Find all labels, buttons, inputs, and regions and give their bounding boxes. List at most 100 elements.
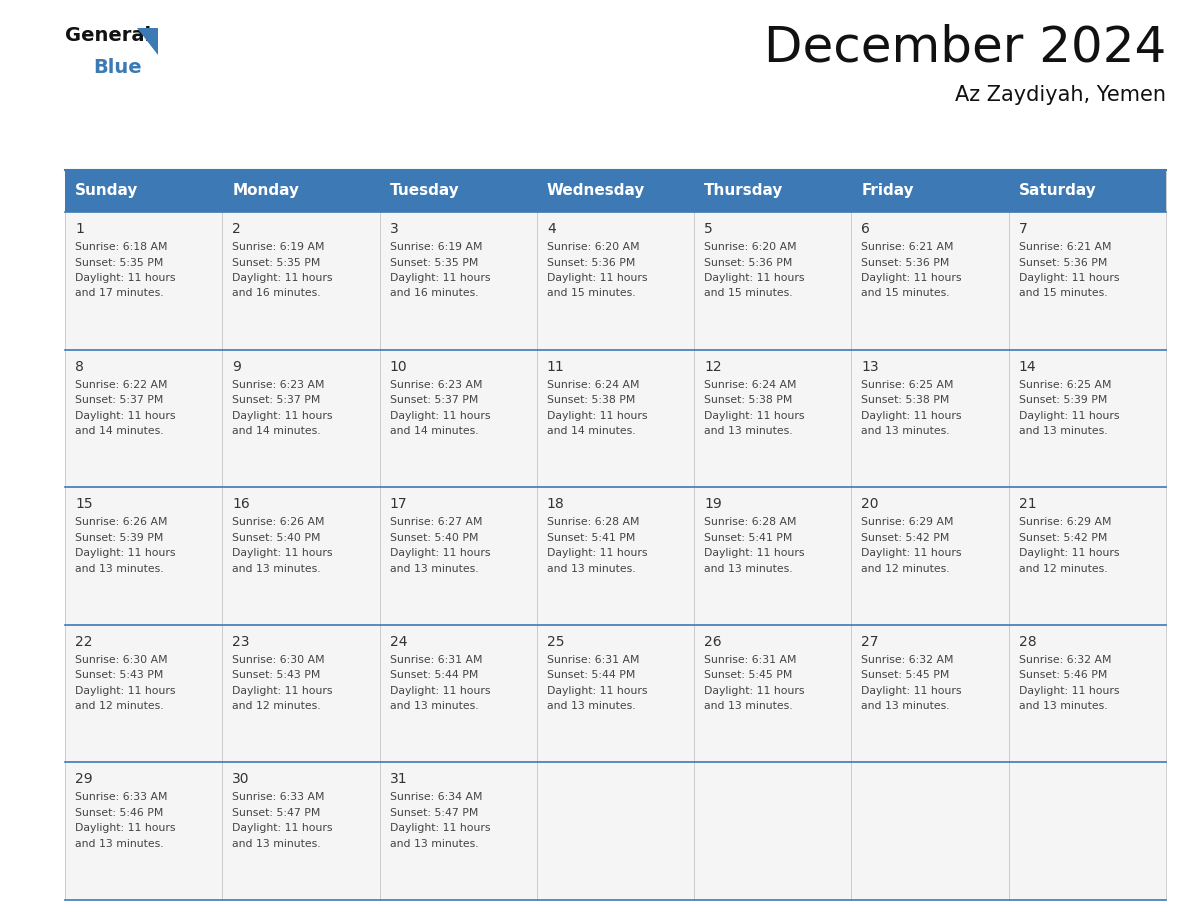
- Text: Sunset: 5:46 PM: Sunset: 5:46 PM: [75, 808, 164, 818]
- Text: and 15 minutes.: and 15 minutes.: [1019, 288, 1107, 298]
- Text: 7: 7: [1019, 222, 1028, 236]
- Text: Sunset: 5:38 PM: Sunset: 5:38 PM: [546, 395, 636, 405]
- Text: 27: 27: [861, 635, 879, 649]
- Bar: [852, 487, 1009, 625]
- Bar: [222, 487, 380, 625]
- Text: Sunset: 5:41 PM: Sunset: 5:41 PM: [704, 532, 792, 543]
- Text: and 13 minutes.: and 13 minutes.: [233, 839, 321, 849]
- Text: 11: 11: [546, 360, 564, 374]
- Text: Sunset: 5:37 PM: Sunset: 5:37 PM: [390, 395, 478, 405]
- Bar: [222, 212, 380, 350]
- Text: Daylight: 11 hours: Daylight: 11 hours: [704, 410, 804, 420]
- Text: 19: 19: [704, 498, 722, 511]
- Bar: [537, 350, 694, 487]
- Bar: [694, 350, 852, 487]
- Text: 3: 3: [390, 222, 398, 236]
- Text: and 14 minutes.: and 14 minutes.: [75, 426, 164, 436]
- Text: Sunrise: 6:26 AM: Sunrise: 6:26 AM: [75, 517, 168, 527]
- Bar: [852, 763, 1009, 900]
- Text: Daylight: 11 hours: Daylight: 11 hours: [390, 548, 491, 558]
- Text: Daylight: 11 hours: Daylight: 11 hours: [390, 273, 491, 283]
- Text: Daylight: 11 hours: Daylight: 11 hours: [75, 273, 176, 283]
- Text: and 17 minutes.: and 17 minutes.: [75, 288, 164, 298]
- Text: Sunset: 5:35 PM: Sunset: 5:35 PM: [233, 258, 321, 267]
- Text: Sunrise: 6:21 AM: Sunrise: 6:21 AM: [861, 242, 954, 252]
- Text: 1: 1: [75, 222, 84, 236]
- Text: Sunrise: 6:31 AM: Sunrise: 6:31 AM: [546, 655, 639, 665]
- Text: Sunset: 5:43 PM: Sunset: 5:43 PM: [233, 670, 321, 680]
- Text: and 13 minutes.: and 13 minutes.: [233, 564, 321, 574]
- Bar: [65, 763, 222, 900]
- Text: Sunrise: 6:19 AM: Sunrise: 6:19 AM: [233, 242, 324, 252]
- Text: Sunset: 5:37 PM: Sunset: 5:37 PM: [233, 395, 321, 405]
- Text: and 13 minutes.: and 13 minutes.: [1019, 426, 1107, 436]
- Text: and 13 minutes.: and 13 minutes.: [390, 839, 479, 849]
- Text: Daylight: 11 hours: Daylight: 11 hours: [75, 686, 176, 696]
- Bar: [537, 487, 694, 625]
- Polygon shape: [137, 28, 158, 55]
- Text: Daylight: 11 hours: Daylight: 11 hours: [861, 273, 962, 283]
- Text: 21: 21: [1019, 498, 1036, 511]
- Text: Daylight: 11 hours: Daylight: 11 hours: [1019, 686, 1119, 696]
- Text: Sunrise: 6:24 AM: Sunrise: 6:24 AM: [546, 380, 639, 389]
- Text: Sunrise: 6:20 AM: Sunrise: 6:20 AM: [704, 242, 797, 252]
- Text: Sunrise: 6:28 AM: Sunrise: 6:28 AM: [704, 517, 797, 527]
- Text: Sunset: 5:35 PM: Sunset: 5:35 PM: [75, 258, 164, 267]
- Text: Sunset: 5:36 PM: Sunset: 5:36 PM: [861, 258, 949, 267]
- Text: Daylight: 11 hours: Daylight: 11 hours: [1019, 410, 1119, 420]
- Text: Sunrise: 6:24 AM: Sunrise: 6:24 AM: [704, 380, 797, 389]
- Text: Az Zaydiyah, Yemen: Az Zaydiyah, Yemen: [955, 85, 1165, 105]
- Text: Sunrise: 6:31 AM: Sunrise: 6:31 AM: [390, 655, 482, 665]
- Text: Daylight: 11 hours: Daylight: 11 hours: [75, 823, 176, 834]
- Bar: [65, 350, 222, 487]
- Text: and 13 minutes.: and 13 minutes.: [1019, 701, 1107, 711]
- Text: Daylight: 11 hours: Daylight: 11 hours: [390, 410, 491, 420]
- Text: 15: 15: [75, 498, 93, 511]
- Text: and 12 minutes.: and 12 minutes.: [1019, 564, 1107, 574]
- Text: and 14 minutes.: and 14 minutes.: [233, 426, 321, 436]
- Bar: [1009, 350, 1165, 487]
- Text: Sunset: 5:36 PM: Sunset: 5:36 PM: [546, 258, 636, 267]
- Text: Sunrise: 6:25 AM: Sunrise: 6:25 AM: [1019, 380, 1111, 389]
- Text: Sunset: 5:39 PM: Sunset: 5:39 PM: [1019, 395, 1107, 405]
- Text: and 13 minutes.: and 13 minutes.: [704, 564, 792, 574]
- Text: Sunrise: 6:18 AM: Sunrise: 6:18 AM: [75, 242, 168, 252]
- Text: and 13 minutes.: and 13 minutes.: [704, 426, 792, 436]
- Text: Sunset: 5:36 PM: Sunset: 5:36 PM: [1019, 258, 1107, 267]
- Text: 6: 6: [861, 222, 871, 236]
- Text: 23: 23: [233, 635, 249, 649]
- Text: 20: 20: [861, 498, 879, 511]
- Text: 13: 13: [861, 360, 879, 374]
- Text: 9: 9: [233, 360, 241, 374]
- Text: 12: 12: [704, 360, 722, 374]
- Bar: [380, 763, 537, 900]
- Text: Sunrise: 6:21 AM: Sunrise: 6:21 AM: [1019, 242, 1111, 252]
- Text: Daylight: 11 hours: Daylight: 11 hours: [233, 686, 333, 696]
- Text: Sunrise: 6:33 AM: Sunrise: 6:33 AM: [75, 792, 168, 802]
- Text: and 13 minutes.: and 13 minutes.: [704, 701, 792, 711]
- Text: Sunset: 5:40 PM: Sunset: 5:40 PM: [390, 532, 478, 543]
- Text: Monday: Monday: [233, 184, 299, 198]
- Text: Sunset: 5:44 PM: Sunset: 5:44 PM: [546, 670, 636, 680]
- Bar: [1009, 212, 1165, 350]
- Text: 8: 8: [75, 360, 84, 374]
- Text: 28: 28: [1019, 635, 1036, 649]
- Text: Sunrise: 6:19 AM: Sunrise: 6:19 AM: [390, 242, 482, 252]
- Text: Daylight: 11 hours: Daylight: 11 hours: [75, 410, 176, 420]
- Text: Daylight: 11 hours: Daylight: 11 hours: [233, 273, 333, 283]
- Text: Daylight: 11 hours: Daylight: 11 hours: [704, 273, 804, 283]
- Bar: [694, 625, 852, 763]
- Text: 10: 10: [390, 360, 407, 374]
- Text: and 13 minutes.: and 13 minutes.: [390, 564, 479, 574]
- Text: Sunrise: 6:26 AM: Sunrise: 6:26 AM: [233, 517, 324, 527]
- Text: 18: 18: [546, 498, 564, 511]
- Text: Sunset: 5:42 PM: Sunset: 5:42 PM: [861, 532, 949, 543]
- Text: Sunrise: 6:32 AM: Sunrise: 6:32 AM: [1019, 655, 1111, 665]
- Text: and 16 minutes.: and 16 minutes.: [233, 288, 321, 298]
- Bar: [65, 170, 1165, 212]
- Text: Daylight: 11 hours: Daylight: 11 hours: [861, 410, 962, 420]
- Text: Sunset: 5:47 PM: Sunset: 5:47 PM: [233, 808, 321, 818]
- Bar: [694, 487, 852, 625]
- Text: Daylight: 11 hours: Daylight: 11 hours: [546, 410, 647, 420]
- Text: and 13 minutes.: and 13 minutes.: [546, 564, 636, 574]
